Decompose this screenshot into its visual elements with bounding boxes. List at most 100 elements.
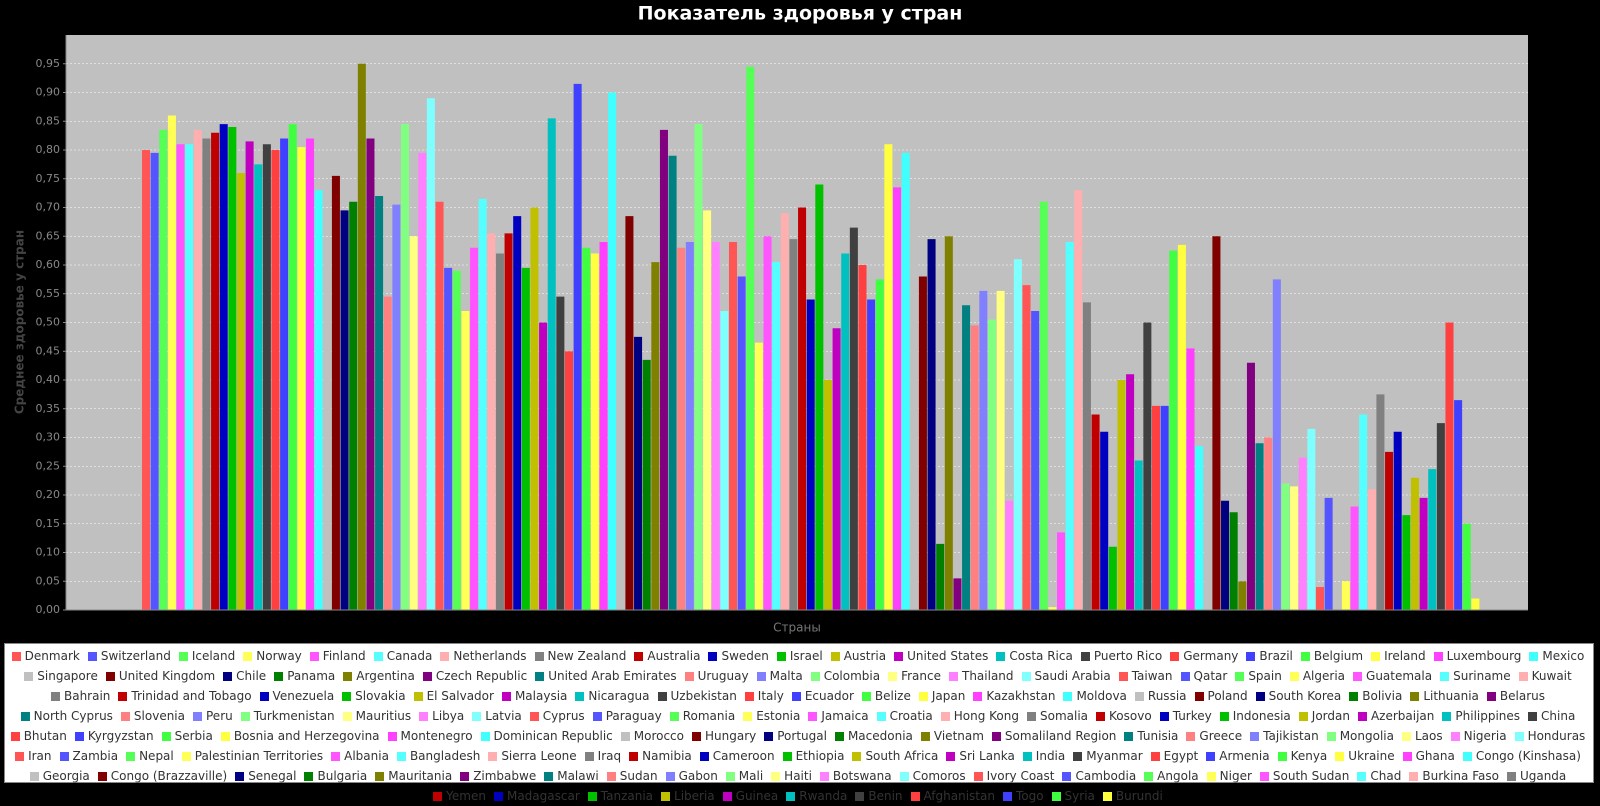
legend-swatch: [764, 731, 774, 741]
legend-item: El Salvador: [413, 686, 494, 706]
legend-item: Belarus: [1486, 686, 1545, 706]
legend-item: Singapore: [24, 666, 98, 686]
legend-item: Malaysia: [501, 686, 568, 706]
legend-swatch: [708, 651, 718, 661]
bar: [737, 276, 746, 610]
bar: [832, 328, 841, 610]
legend-label: Puerto Rico: [1093, 649, 1163, 663]
legend-label: Ecuador: [804, 689, 854, 703]
bar: [1005, 500, 1014, 610]
legend-item: Gabon: [665, 766, 718, 786]
bar: [1022, 285, 1031, 610]
legend-swatch: [10, 731, 20, 741]
legend-label: Liberia: [674, 789, 715, 803]
legend-item: Somalia: [1027, 706, 1088, 726]
legend-item: Taiwan: [1118, 666, 1173, 686]
legend-swatch: [343, 671, 353, 681]
bar: [599, 242, 608, 610]
legend-label: Kosovo: [1109, 709, 1152, 723]
chart: Показатель здоровья у стран Страны Средн…: [13, 3, 1528, 635]
legend-label: Myanmar: [1086, 749, 1143, 763]
legend-swatch: [220, 731, 230, 741]
legend-label: Ukraine: [1348, 749, 1395, 763]
legend-label: Burkina Faso: [1422, 769, 1499, 783]
legend-item: Hungary: [692, 726, 756, 746]
bar: [547, 118, 556, 610]
bar: [953, 578, 962, 610]
y-tick-label: 0,90: [36, 86, 61, 99]
legend-label: Syria: [1064, 789, 1095, 803]
bar: [452, 270, 461, 610]
legend-item: Norway: [243, 646, 302, 666]
legend-item: Philippines: [1442, 706, 1520, 726]
legend-swatch: [1349, 691, 1359, 701]
bar: [728, 242, 738, 610]
legend-swatch: [529, 711, 539, 721]
legend-label: Japan: [931, 689, 966, 703]
legend-label: Chile: [236, 669, 267, 683]
legend-swatch: [1335, 751, 1345, 761]
legend-item: Brazil: [1246, 646, 1293, 666]
legend-item: Nigeria: [1450, 726, 1507, 746]
legend-swatch: [684, 671, 694, 681]
legend-swatch: [15, 751, 25, 761]
legend-label: Croatia: [889, 709, 933, 723]
bar: [564, 351, 574, 610]
legend-swatch: [946, 751, 956, 761]
legend-swatch: [460, 771, 470, 781]
legend-item: Uruguay: [684, 666, 749, 686]
legend-label: Malaysia: [514, 689, 568, 703]
legend-label: Venezuela: [272, 689, 335, 703]
legend-swatch: [756, 671, 766, 681]
legend-label: Israel: [789, 649, 823, 663]
legend-item: Chad: [1357, 766, 1401, 786]
legend-label: Sri Lanka: [959, 749, 1015, 763]
legend-item: Moldova: [1063, 686, 1127, 706]
legend-item: Ireland: [1371, 646, 1426, 666]
bar: [754, 342, 763, 610]
bar: [823, 380, 832, 610]
legend-label: Philippines: [1455, 709, 1521, 723]
legend-item: Venezuela: [259, 686, 335, 706]
legend-swatch: [920, 731, 930, 741]
bar: [1057, 532, 1066, 610]
legend-swatch: [1206, 771, 1216, 781]
legend-item: Azerbaijan: [1357, 706, 1434, 726]
legend-swatch: [722, 791, 732, 801]
legend-label: Romania: [682, 709, 736, 723]
legend-swatch: [830, 651, 840, 661]
legend-item: United States: [894, 646, 988, 666]
legend-label: Iran: [28, 749, 52, 763]
bar: [815, 184, 824, 610]
legend-swatch: [1353, 671, 1363, 681]
legend-swatch: [910, 791, 920, 801]
bar: [608, 92, 617, 610]
bar: [426, 98, 435, 610]
bar: [357, 63, 366, 610]
bar: [1221, 500, 1230, 610]
legend-item: Netherlands: [440, 646, 527, 666]
legend-swatch: [1529, 651, 1539, 661]
legend-swatch: [699, 751, 709, 761]
legend-item: United Arab Emirates: [535, 666, 677, 686]
legend-item: Somaliland Region: [991, 726, 1116, 746]
legend-label: Laos: [1414, 729, 1443, 743]
bar: [867, 299, 876, 610]
legend-item: Ukraine: [1335, 746, 1395, 766]
legend-item: Haiti: [771, 766, 812, 786]
legend-swatch: [819, 771, 829, 781]
legend-item: China: [1528, 706, 1575, 726]
legend-swatch: [87, 651, 97, 661]
bar: [1134, 460, 1143, 610]
legend-item: Palestinian Territories: [181, 746, 323, 766]
legend-item: Kyrgyzstan: [74, 726, 154, 746]
bar: [1039, 201, 1048, 610]
legend-item: Switzerland: [87, 646, 171, 666]
legend-swatch: [1021, 671, 1031, 681]
legend-item: Hong Kong: [940, 706, 1019, 726]
legend-label: Libya: [432, 709, 465, 723]
legend-label: Angola: [1157, 769, 1199, 783]
legend-swatch: [1402, 751, 1412, 761]
bar: [1341, 581, 1350, 610]
legend-swatch: [1410, 691, 1420, 701]
